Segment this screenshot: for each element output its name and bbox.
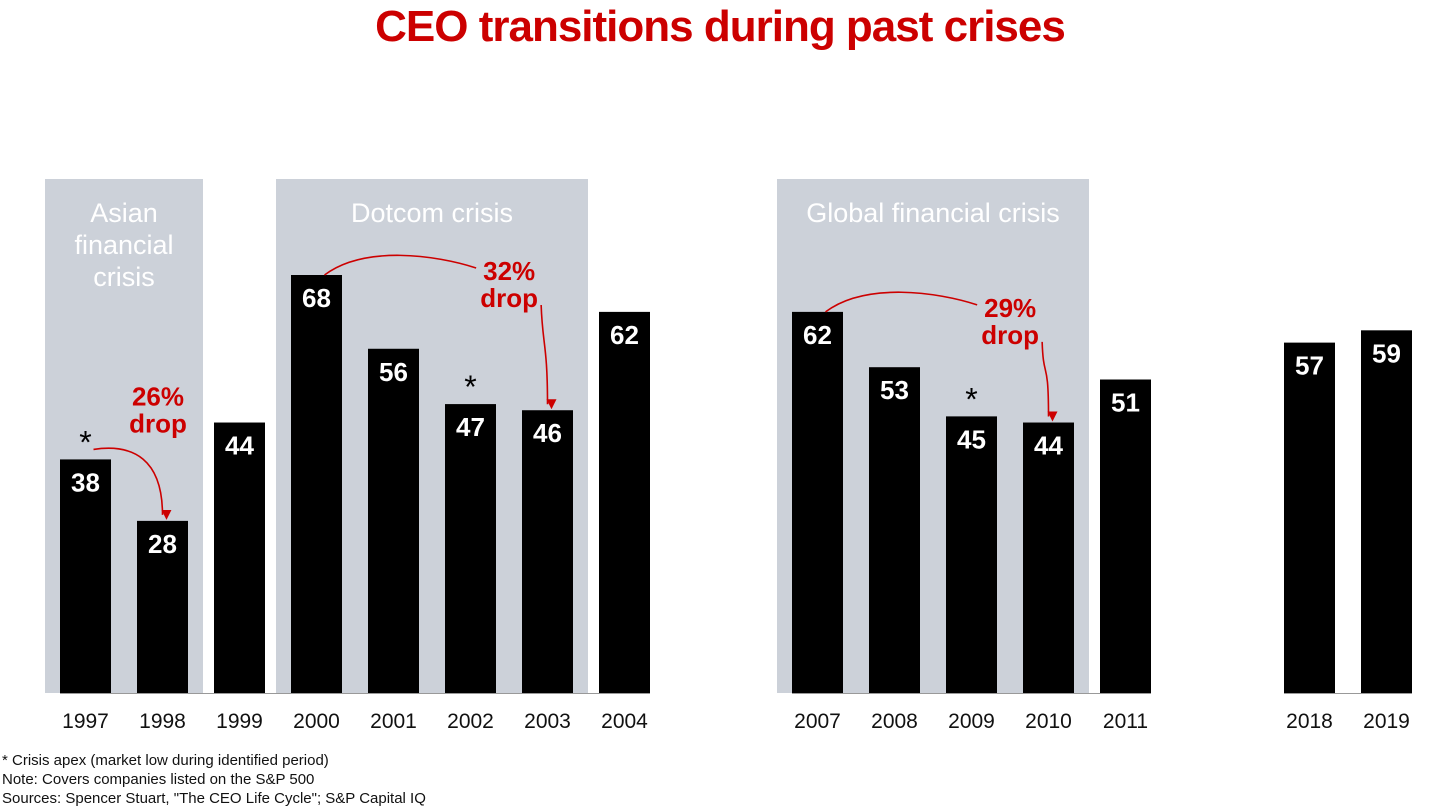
crisis-label: financial — [74, 230, 173, 260]
chart-title: CEO transitions during past crises — [375, 2, 1066, 51]
bar-value-label: 38 — [71, 467, 100, 497]
bar-2002 — [445, 404, 496, 693]
x-tick-label: 2003 — [524, 710, 571, 733]
x-tick-label: 2000 — [293, 710, 340, 733]
footnotes: * Crisis apex (market low during identif… — [2, 751, 426, 808]
bar-2007 — [792, 311, 843, 693]
footnote-sources: Sources: Spencer Stuart, "The CEO Life C… — [2, 790, 426, 807]
crisis-label: Global financial crisis — [806, 198, 1060, 228]
bar-2010 — [1023, 422, 1074, 693]
bar-2004 — [599, 311, 650, 693]
drop-arrow — [540, 304, 557, 410]
x-tick-label: 2002 — [447, 710, 494, 733]
bars: 38 28 44 68 56 47 46 62 62 53 45 44 51 57 59 — [60, 275, 1412, 693]
x-tick-label: 2019 — [1363, 710, 1410, 733]
bar-2001 — [368, 348, 419, 693]
footnote-note: Note: Covers companies listed on the S&P… — [2, 771, 315, 788]
bar-value-label: 51 — [1111, 388, 1140, 418]
bar-value-label: 62 — [803, 320, 832, 350]
x-axis: 1997 1998 1999 2000 2001 2002 2003 2004 2007 2008… — [60, 693, 1412, 733]
drop-label: drop — [129, 408, 187, 438]
apex-marker: * — [464, 369, 476, 405]
bar-1997 — [60, 459, 111, 693]
drop-arrow-curve — [825, 291, 978, 313]
apex-marker: * — [79, 424, 91, 460]
x-tick-label: 2001 — [370, 710, 417, 733]
crisis-label: Asian — [90, 198, 158, 228]
bar-value-label: 57 — [1295, 351, 1324, 381]
bar-2003 — [522, 410, 573, 693]
bar-2011 — [1100, 379, 1151, 693]
bar-2018 — [1284, 342, 1335, 693]
bar-2008 — [869, 367, 920, 693]
bar-2000 — [291, 275, 342, 693]
x-tick-label: 1999 — [216, 710, 263, 733]
x-tick-label: 1998 — [139, 710, 186, 733]
drop-arrow-curve — [324, 254, 477, 276]
drop-label: drop — [981, 320, 1039, 350]
footnote-apex: * Crisis apex (market low during identif… — [2, 752, 329, 769]
bar-value-label: 44 — [1034, 431, 1063, 461]
x-tick-label: 2008 — [871, 710, 918, 733]
bar-value-label: 53 — [880, 375, 909, 405]
x-tick-label: 2004 — [601, 710, 648, 733]
drop-label: 29% — [984, 293, 1036, 323]
bar-value-label: 59 — [1372, 338, 1401, 368]
bar-1998 — [137, 520, 188, 693]
drop-arrow — [93, 447, 172, 520]
drop-label: 32% — [483, 256, 535, 286]
bar-value-label: 28 — [148, 529, 177, 559]
drop-arrow — [1041, 341, 1058, 422]
drop-label: 26% — [132, 381, 184, 411]
crisis-label: crisis — [93, 262, 155, 292]
x-tick-label: 2007 — [794, 710, 841, 733]
apex-marker: * — [965, 381, 977, 417]
bar-2019 — [1361, 330, 1412, 693]
crisis-label: Dotcom crisis — [351, 198, 513, 228]
x-tick-label: 2011 — [1103, 710, 1148, 733]
x-tick-label: 2009 — [948, 710, 995, 733]
bar-value-label: 68 — [302, 283, 331, 313]
bar-1999 — [214, 422, 265, 693]
bar-value-label: 47 — [456, 412, 485, 442]
drop-label: drop — [480, 283, 538, 313]
bar-value-label: 46 — [533, 418, 562, 448]
x-tick-label: 2010 — [1025, 710, 1072, 733]
bar-value-label: 62 — [610, 320, 639, 350]
bar-value-label: 44 — [225, 431, 254, 461]
bar-value-label: 56 — [379, 357, 408, 387]
bar-value-label: 45 — [957, 424, 986, 454]
bar-2009 — [946, 416, 997, 693]
x-tick-label: 1997 — [62, 710, 109, 733]
x-tick-label: 2018 — [1286, 710, 1333, 733]
